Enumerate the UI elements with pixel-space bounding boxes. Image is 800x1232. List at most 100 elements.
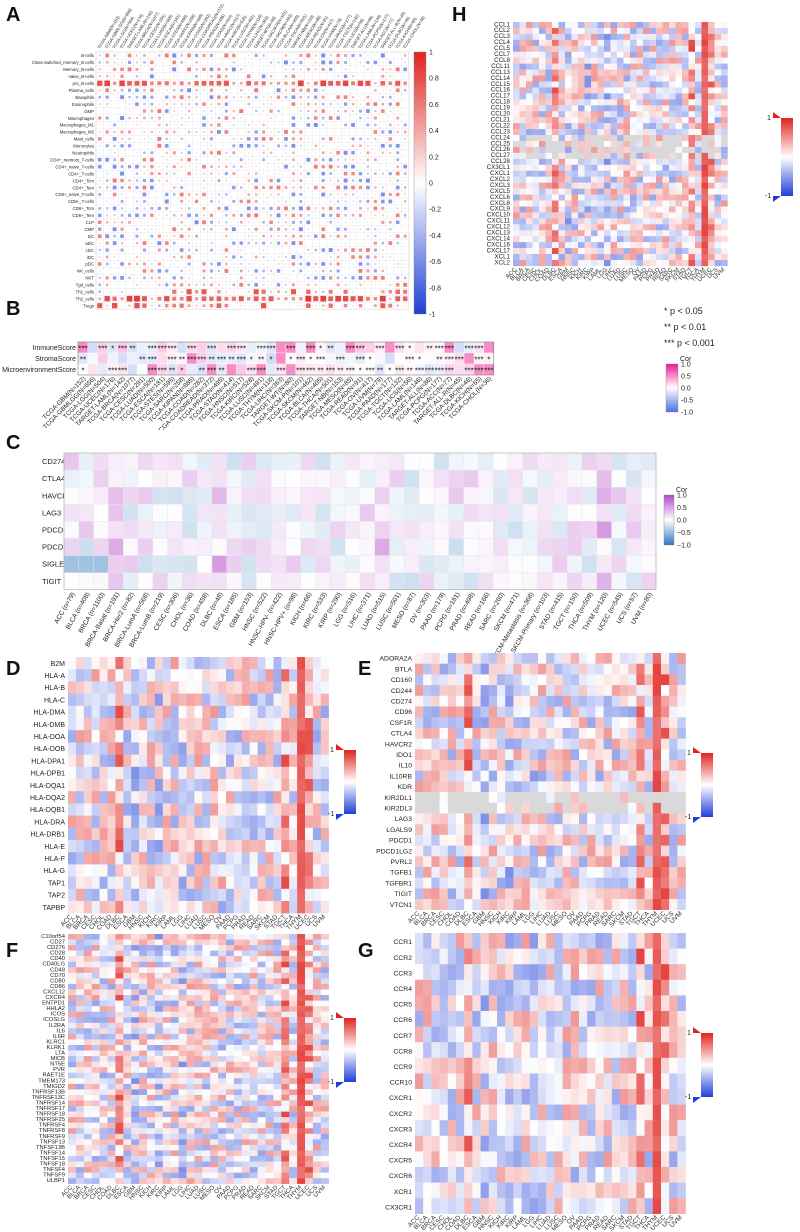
checkpoint-cell — [182, 504, 198, 522]
gene-cell — [131, 1050, 140, 1057]
gene-cell — [289, 961, 298, 968]
gene-cell — [472, 717, 481, 729]
gene-cell — [464, 760, 473, 771]
corr-cell — [114, 103, 116, 105]
gene-cell — [464, 695, 473, 707]
corr-cell — [195, 61, 198, 64]
gene-cell — [83, 939, 92, 946]
gene-cell — [415, 888, 424, 900]
gene-cell — [147, 945, 156, 951]
corr-cell — [343, 206, 348, 211]
corr-cell — [403, 172, 407, 175]
gene-cell — [68, 956, 77, 962]
gene-cell — [249, 995, 258, 1001]
gene-cell — [178, 791, 187, 804]
gene-cell — [289, 888, 298, 902]
gene-cell — [595, 674, 604, 686]
gene-cell — [249, 669, 258, 682]
gene-cell — [170, 1045, 179, 1051]
corr-cell — [360, 221, 361, 223]
corr-cell — [262, 68, 265, 71]
gene-cell — [162, 766, 171, 780]
corr-cell — [136, 200, 138, 203]
gene-cell — [115, 840, 124, 853]
gene-cell — [273, 864, 282, 877]
gene-cell — [265, 1089, 274, 1096]
corr-cell — [225, 179, 228, 182]
gene-cell — [480, 749, 489, 761]
corr-cell — [277, 130, 280, 133]
gene-cell — [312, 995, 321, 1001]
gene-cell — [305, 730, 314, 743]
gene-cell — [273, 1072, 282, 1079]
corr-cell — [359, 206, 362, 210]
corr-cell — [270, 173, 272, 175]
corr-cell — [373, 241, 377, 245]
gene-cell — [312, 791, 321, 804]
gene-cell — [194, 718, 203, 731]
corr-cell — [291, 143, 296, 148]
panel-label-e: E — [358, 658, 372, 680]
corr-cell — [120, 95, 124, 100]
gene-cell — [241, 1006, 250, 1012]
corr-cell — [278, 124, 280, 126]
checkpoint-cell — [226, 521, 242, 539]
gene-cell — [83, 730, 92, 743]
corr-cell — [209, 95, 214, 100]
corr-cell — [307, 152, 309, 154]
signif-mark: ** — [258, 355, 264, 364]
corr-cell — [374, 145, 377, 147]
gene-cell — [218, 705, 227, 719]
gene-cell — [554, 899, 563, 910]
gene-cell — [186, 791, 195, 804]
corr-cell — [268, 296, 274, 302]
gene-cell — [147, 1045, 156, 1051]
gene-cell — [636, 899, 645, 910]
signif-mark: ** — [426, 344, 432, 353]
gene-cell — [170, 718, 179, 731]
corr-cell — [291, 123, 296, 127]
legend-tick-c: −1.0 — [677, 543, 691, 550]
corr-cell — [300, 103, 302, 105]
gene-cell — [99, 989, 108, 996]
corr-cell — [114, 284, 116, 286]
gene-cell — [297, 967, 306, 974]
corr-cell — [240, 62, 242, 63]
gene-cell — [115, 1033, 124, 1040]
gene-cell — [194, 934, 203, 940]
gene-cell — [123, 983, 132, 990]
gene-cell — [423, 749, 432, 761]
panel-a-corrplot: B-cellsClass-switched_memory_B-cellsMemo… — [32, 2, 441, 318]
corr-cell — [307, 200, 309, 202]
gene-cell — [297, 901, 306, 914]
corr-cell — [374, 291, 376, 293]
gene-cell — [257, 705, 266, 719]
gene-cell — [99, 705, 108, 719]
corr-cell — [366, 95, 370, 99]
gene-cell — [194, 945, 203, 951]
gene-cell — [107, 730, 116, 743]
gene-cell — [91, 669, 100, 682]
gene-cell — [505, 760, 514, 771]
gene-cell — [456, 706, 465, 718]
gene-cell — [226, 1045, 235, 1051]
gene-cell — [669, 717, 678, 729]
gene-cell — [628, 717, 637, 729]
corr-cell — [335, 80, 341, 86]
gene-cell — [289, 657, 298, 670]
gene-cell — [154, 705, 163, 719]
gene-cell — [178, 730, 187, 743]
gene-cell — [603, 738, 612, 750]
corr-cell — [314, 207, 317, 210]
corr-cell — [307, 228, 309, 230]
gene-cell — [562, 695, 571, 707]
gene-cell — [68, 815, 77, 828]
gene-cell — [472, 877, 481, 889]
gene-cell — [249, 945, 258, 951]
gene-cell — [170, 1100, 179, 1107]
gene-cell — [170, 693, 179, 706]
gene-cell — [226, 1000, 235, 1007]
gene-cell — [226, 978, 235, 985]
gene-cell — [233, 961, 242, 968]
corr-cell — [111, 303, 118, 309]
